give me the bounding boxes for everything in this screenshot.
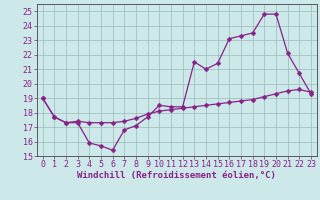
X-axis label: Windchill (Refroidissement éolien,°C): Windchill (Refroidissement éolien,°C) [77, 171, 276, 180]
